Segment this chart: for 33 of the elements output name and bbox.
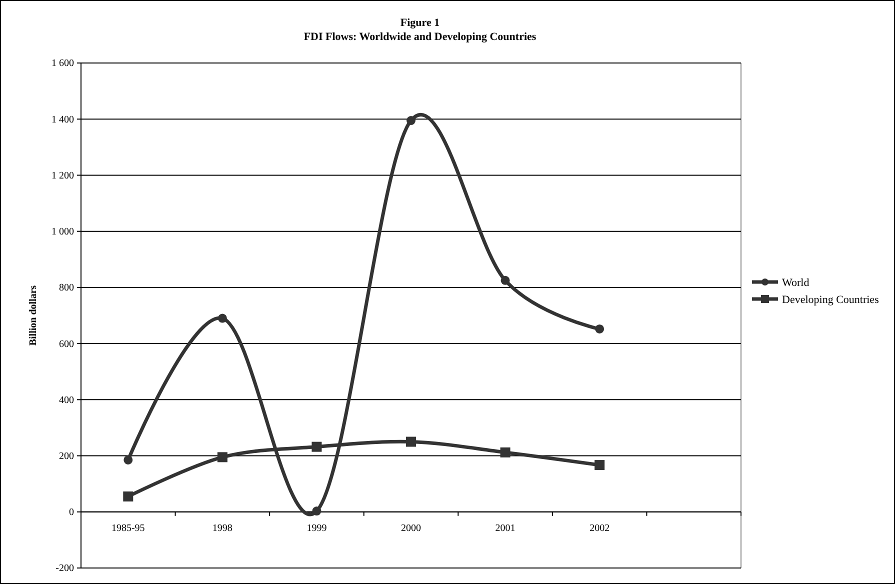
- point: [312, 506, 322, 516]
- y-tick-label: 1 400: [52, 114, 74, 126]
- point: [312, 442, 322, 452]
- y-tick-label: 600: [59, 338, 74, 350]
- point: [594, 460, 605, 470]
- y-axis-title: Billion dollars: [28, 285, 39, 346]
- y-tick-label: 200: [59, 450, 74, 462]
- y-tick-label: -200: [56, 563, 74, 574]
- point: [500, 447, 510, 458]
- y-tick-label: 1 600: [52, 58, 74, 70]
- x-tick-label: 2000: [401, 522, 421, 534]
- x-tick-label: 1999: [306, 522, 327, 534]
- y-tick-label: 1 000: [52, 226, 74, 238]
- legend-label: World: [782, 277, 810, 289]
- chart-subtitle: FDI Flows: Worldwide and Developing Countries: [304, 31, 537, 43]
- x-tick-label: 1985-95: [111, 522, 145, 534]
- y-tick-label: 0: [69, 507, 74, 518]
- x-tick-label: 2001: [495, 522, 516, 534]
- point: [595, 324, 604, 334]
- point: [500, 276, 510, 285]
- y-tick-label: 400: [59, 394, 74, 406]
- y-tick-label: 1 200: [52, 170, 74, 182]
- chart-title: Figure 1: [400, 17, 440, 29]
- y-tick-label: 800: [59, 282, 74, 294]
- point: [406, 436, 416, 447]
- x-tick-label: 1998: [212, 522, 232, 534]
- point: [124, 455, 133, 464]
- x-tick-label: 2002: [590, 522, 610, 534]
- point: [218, 314, 227, 323]
- point: [406, 116, 416, 126]
- point: [217, 452, 228, 462]
- legend-label: Developing Countries: [782, 294, 879, 306]
- point: [123, 491, 134, 502]
